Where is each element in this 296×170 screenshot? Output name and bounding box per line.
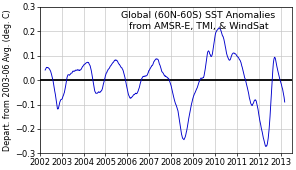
Text: Global (60N-60S) SST Anomalies
from AMSR-E, TMI, & WindSat: Global (60N-60S) SST Anomalies from AMSR… <box>121 11 276 31</box>
Y-axis label: Depart. from 2003-06 Avg. (deg. C): Depart. from 2003-06 Avg. (deg. C) <box>4 9 12 151</box>
